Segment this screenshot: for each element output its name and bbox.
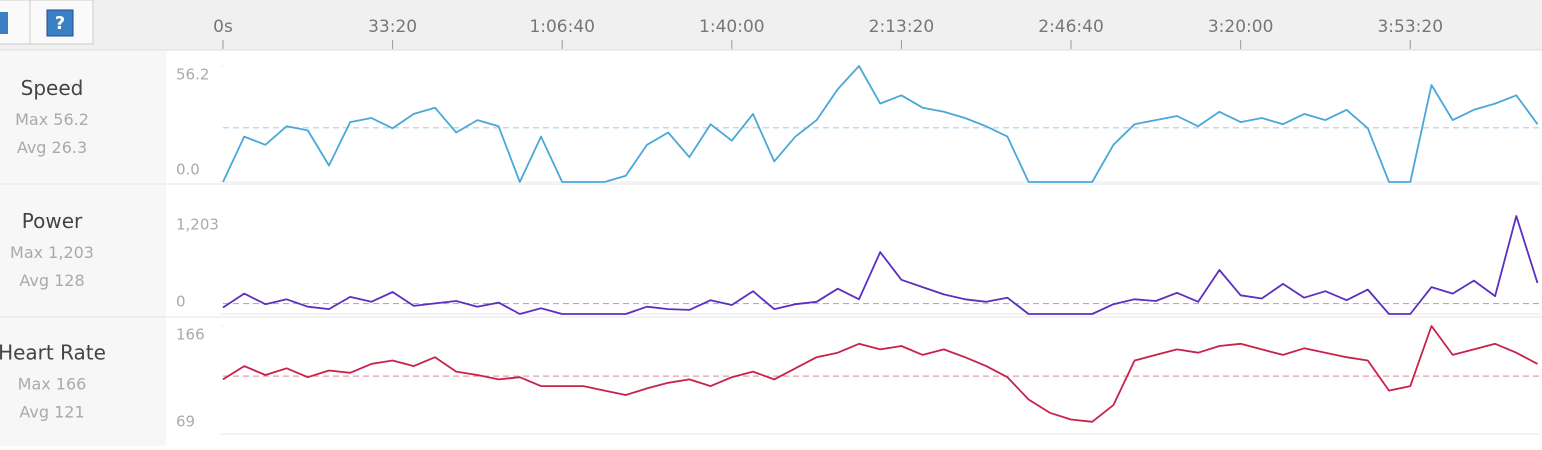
panel-title: Speed bbox=[21, 76, 84, 100]
x-tick-label: 3:53:20 bbox=[1377, 17, 1443, 37]
data-line bbox=[222, 65, 1539, 183]
y-tick-label: 69 bbox=[176, 413, 195, 431]
x-tick-label: 0s bbox=[213, 17, 233, 37]
avg-stat: Avg 128 bbox=[19, 271, 84, 290]
panel-title: Heart Rate bbox=[0, 341, 106, 365]
max-stat: Max 1,203 bbox=[10, 243, 94, 262]
max-stat: Max 166 bbox=[18, 375, 87, 394]
data-line bbox=[222, 325, 1538, 423]
y-tick-label: 0.0 bbox=[176, 161, 200, 179]
y-tick-label: 56.2 bbox=[176, 66, 209, 84]
help-icon bbox=[46, 9, 74, 37]
x-tick-label: 2:46:40 bbox=[1038, 17, 1104, 37]
chart-panel bbox=[168, 52, 1542, 183]
x-tick-label: 3:20:00 bbox=[1208, 17, 1274, 37]
x-tick-label: 1:40:00 bbox=[699, 17, 765, 37]
x-tick-label: 33:20 bbox=[368, 17, 417, 37]
y-tick-label: 166 bbox=[176, 326, 205, 344]
view-icon bbox=[0, 12, 8, 34]
avg-stat: Avg 26.3 bbox=[17, 138, 87, 157]
x-tick-label: 2:13:20 bbox=[869, 17, 935, 37]
y-tick-label: 1,203 bbox=[176, 216, 219, 234]
panel-title: Power bbox=[22, 209, 83, 233]
x-tick-label: 1:06:40 bbox=[529, 17, 595, 37]
chart-panel bbox=[168, 318, 1542, 446]
side-panel bbox=[0, 51, 166, 446]
y-tick-label: 0 bbox=[176, 293, 186, 311]
max-stat: Max 56.2 bbox=[15, 110, 89, 129]
toolbar bbox=[0, 0, 1542, 50]
avg-stat: Avg 121 bbox=[19, 403, 84, 422]
data-line bbox=[222, 215, 1539, 315]
help-icon-text: ? bbox=[55, 13, 65, 34]
